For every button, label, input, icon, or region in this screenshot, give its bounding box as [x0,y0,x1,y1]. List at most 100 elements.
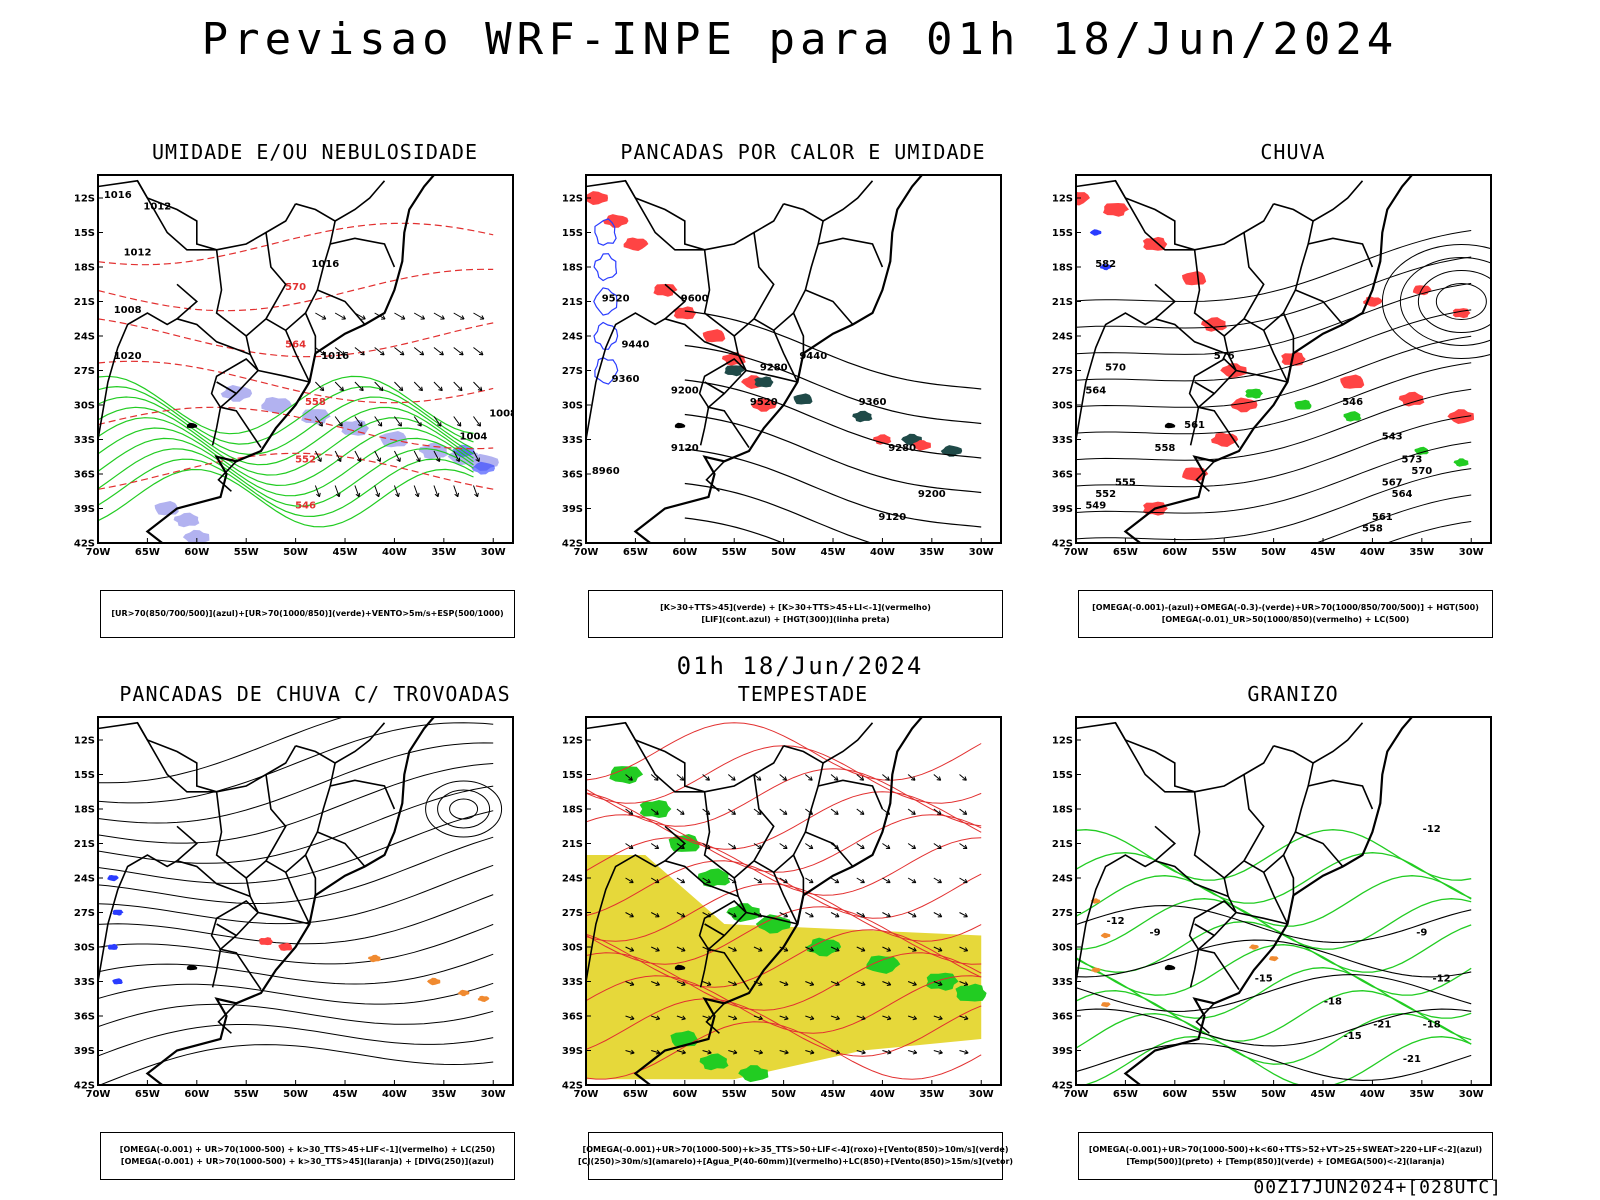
border-line [136,722,217,793]
wind-vector [959,946,969,952]
lon-tick-label: 70W [86,547,111,558]
border-line [1312,722,1364,764]
lon-tick-label: 40W [1360,547,1385,558]
lat-tick-label: 30S [562,401,583,412]
wind-vector [453,450,461,463]
contour-label: 9200 [918,489,946,500]
lon-tick-label: 65W [1113,547,1138,558]
wind-vector [959,877,968,884]
border-line [245,774,287,879]
wind-vector [907,1049,918,1055]
border-line [1223,232,1265,337]
lon-tick-label: 55W [234,547,259,558]
lon-tick-label: 60W [184,1089,209,1100]
wind-vector [413,450,421,463]
omega-area-orange [1101,1002,1111,1008]
lat-tick-label: 33S [562,977,583,988]
wind-vector [959,981,969,986]
border-line [1295,289,1344,326]
contour-label: 582 [1095,259,1116,270]
contour-label: 9120 [671,443,699,454]
height-contour-black [684,344,982,425]
lifted-index-contour-blue [593,321,619,350]
wind-vector [651,1015,661,1021]
precip-contour-red [586,860,982,919]
wind-vector [676,981,686,986]
wind-vector [433,450,441,463]
precip-contour-red [586,952,982,1011]
contour-label: -18 [1423,1020,1441,1031]
border-line [304,854,317,896]
lat-tick-label: 39S [562,1046,583,1057]
lat-tick-label: 18S [1052,263,1073,274]
wind-vector [453,416,462,427]
wind-vector [334,485,341,498]
lat-tick-label: 15S [74,228,95,239]
wind-vector [805,843,814,850]
lon-tick-label: 30W [1459,547,1484,558]
wind-vector [805,981,815,986]
lon-tick-label: 55W [722,547,747,558]
omega-area-blue [1089,229,1102,236]
coastline [1123,175,1414,543]
border-line [705,460,725,492]
wind-vector [728,1015,738,1021]
lat-tick-label: 30S [74,943,95,954]
border-line [211,407,222,446]
panel-title: CHUVA [1260,140,1326,164]
legend-box: [UR>70(850/700/500)](azul)+[UR>70(1000/8… [100,590,515,638]
border-line [1076,283,1177,449]
rain-area-red [1182,271,1207,286]
wind-vector [453,485,460,498]
thickness-contour-red [98,452,494,490]
map-frame [585,174,1002,544]
wind-vector [856,774,865,781]
contour-label: 1008 [489,409,517,420]
border-line [1154,860,1229,898]
border-line [822,180,874,222]
precip-contour-red [586,814,982,873]
wind-area-green [639,800,672,818]
contour-label: -12 [1433,974,1451,985]
wind-vector [959,1049,969,1055]
wind-vector [882,946,891,952]
temp850-contour-green [1076,875,1472,927]
wind-vector [374,485,381,498]
lat-tick-label: 42S [74,1081,95,1092]
lat-tick-label: 27S [74,908,95,919]
humidity-contour-green [98,437,474,497]
contour-label: -21 [1373,1020,1391,1031]
streamline-black [1076,468,1472,541]
legend-line: [K>30+TTS>45](verde) + [K>30+TTS>45+LI<-… [660,603,931,612]
wind-vector [651,981,660,986]
lon-tick-label: 65W [135,547,160,558]
lat-tick-label: 36S [74,1012,95,1023]
lat-tick-label: 30S [74,401,95,412]
streamline-black [98,717,346,784]
lon-tick-label: 55W [234,1089,259,1100]
lon-tick-label: 35W [431,547,456,558]
map-frame [585,716,1002,1086]
contour-label: 543 [1382,432,1403,443]
divergence-area-blue [107,875,119,882]
temp850-contour-green [1076,898,1472,950]
wind-vector [433,485,440,498]
contour-label: 558 [1154,443,1175,454]
contour-label: 1012 [124,248,152,259]
contour-label: 1016 [311,259,339,270]
lake-mark [674,964,686,971]
temp850-contour-green [1081,1036,1472,1085]
border-line [1243,203,1315,332]
contour-label: 558 [1362,524,1383,535]
wind-vector [830,877,840,884]
omega-area-orange [1249,944,1259,950]
lon-tick-label: 30W [481,1089,506,1100]
border-line [699,407,710,446]
streamline-black [1381,244,1491,359]
thickness-contour-red [98,318,494,358]
contour-label: 9120 [878,512,906,523]
temp500-contour-black [1076,1008,1472,1047]
wind-vector [625,843,634,850]
wind-vector [933,1049,943,1055]
lat-tick-label: 39S [1052,504,1073,515]
